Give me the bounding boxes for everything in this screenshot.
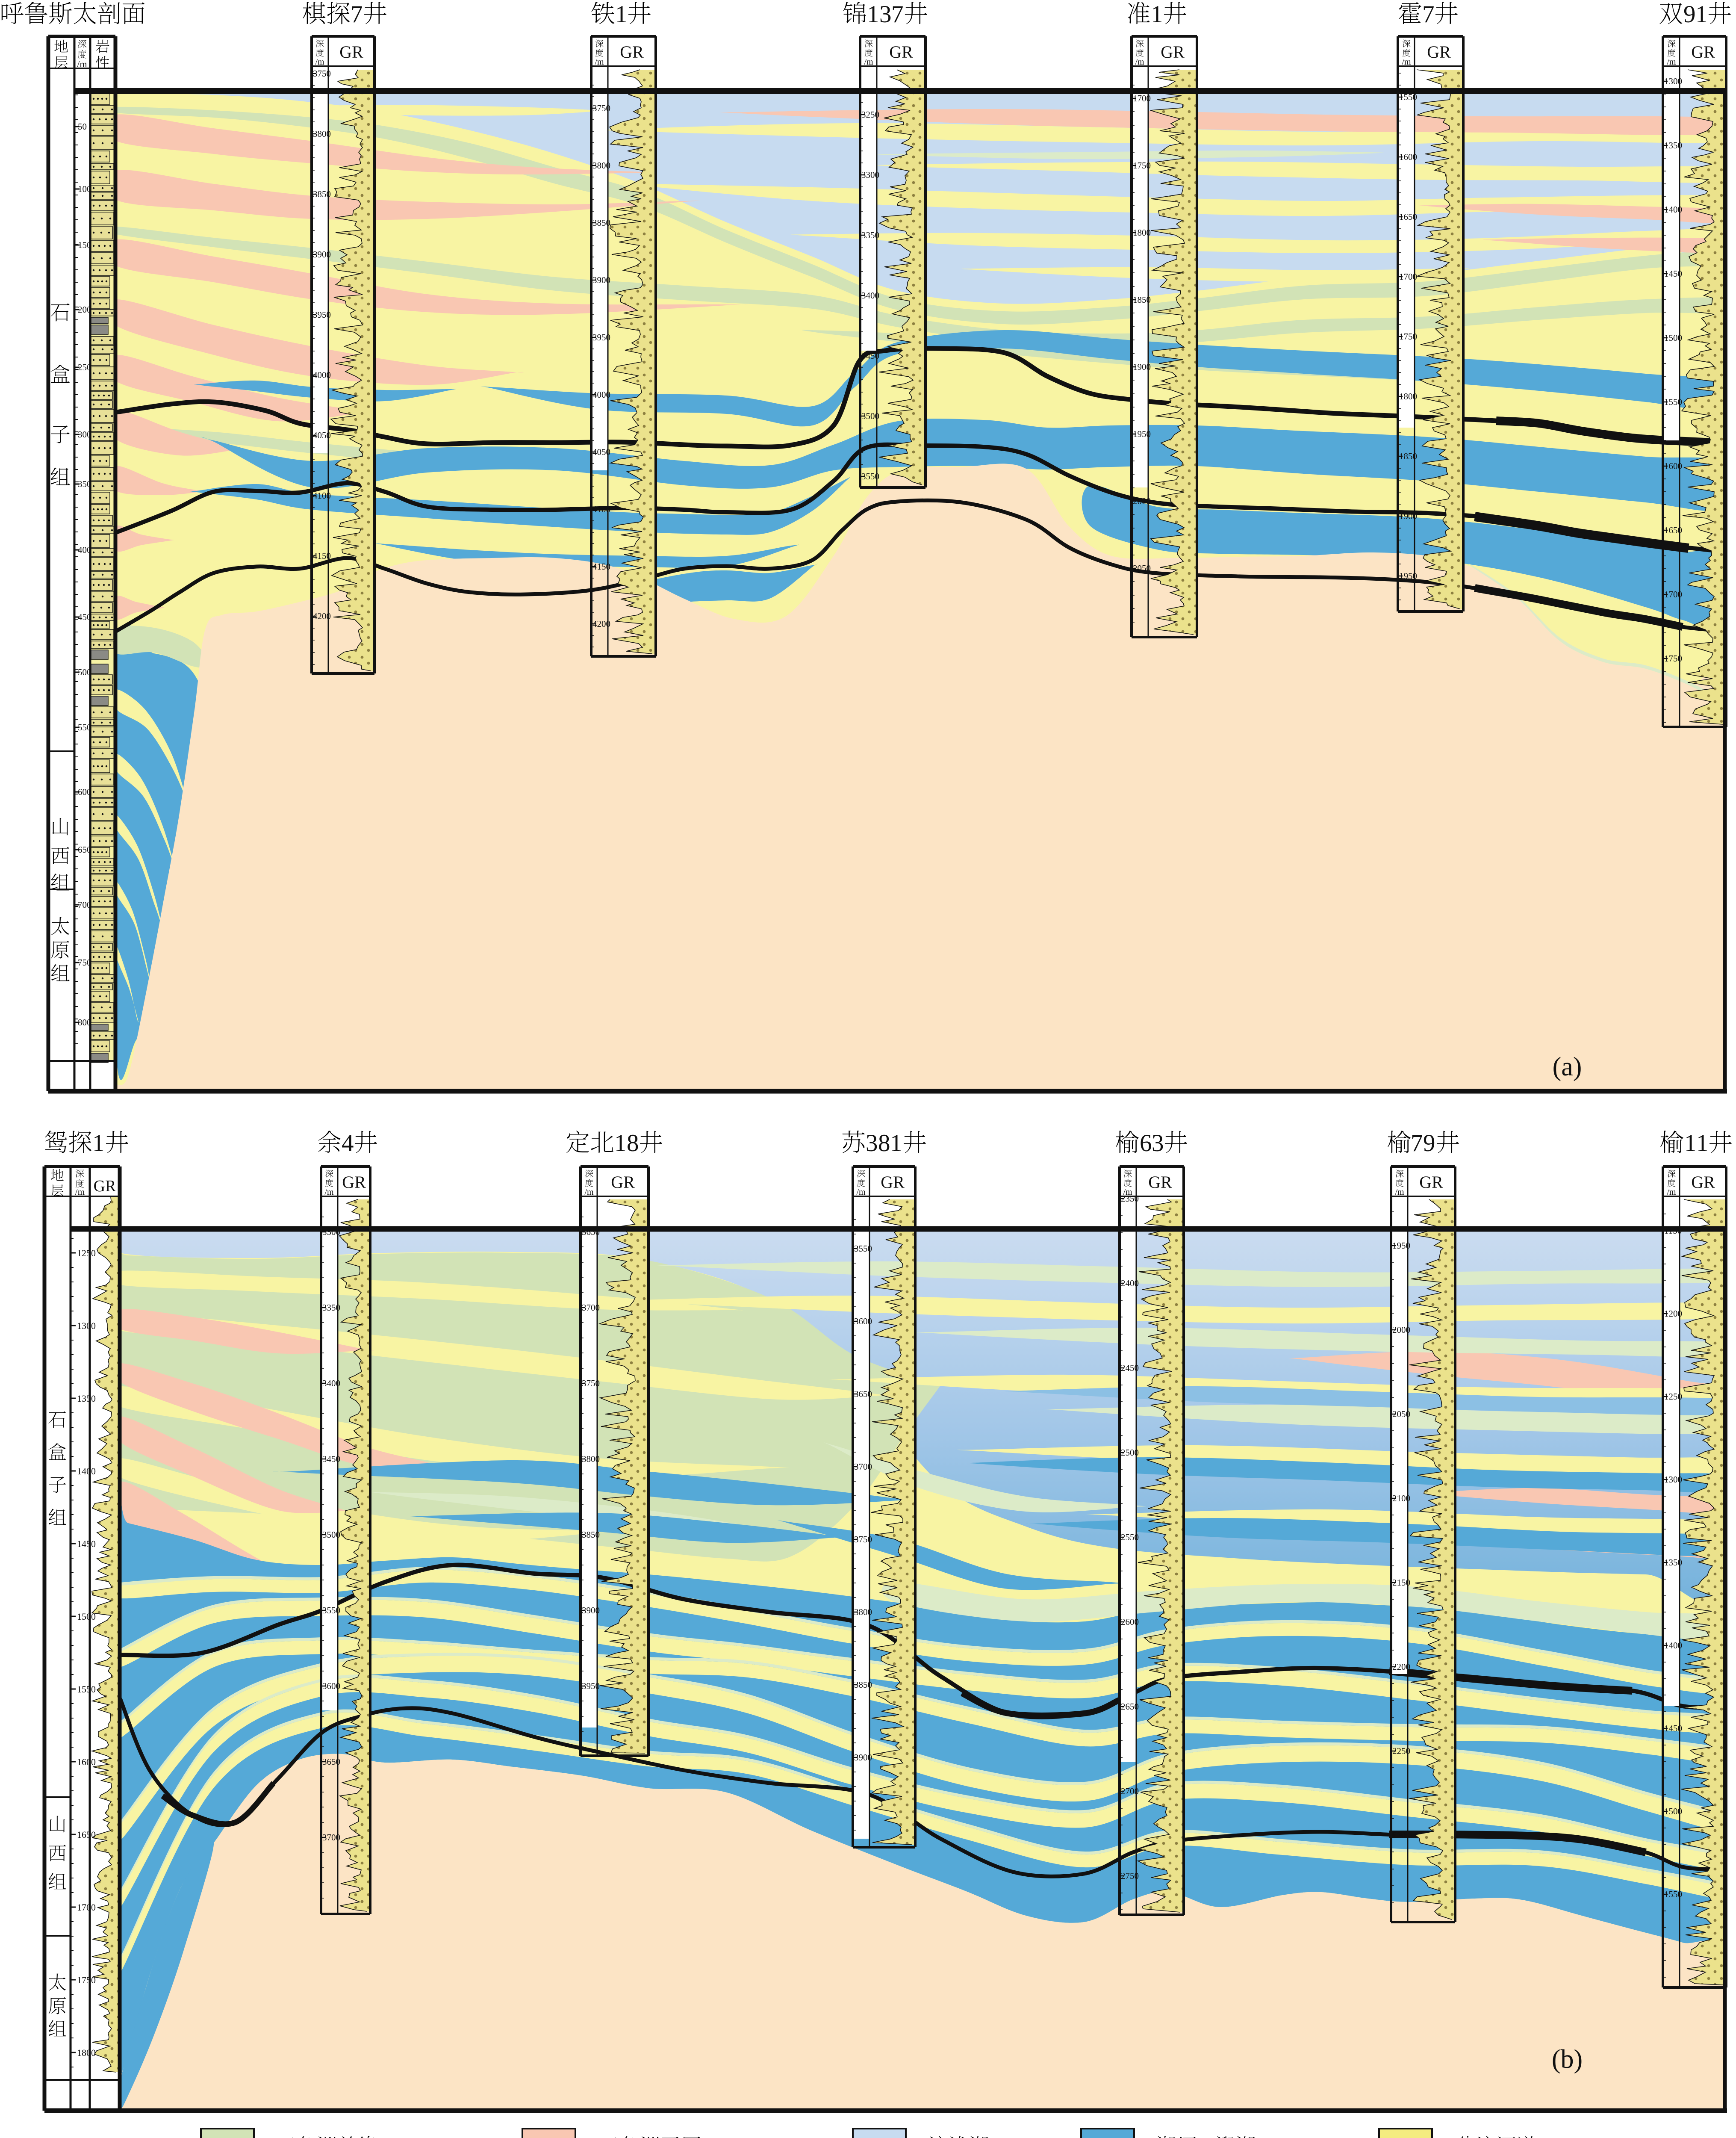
- svg-text:1700: 1700: [77, 1902, 96, 1913]
- svg-text:3: 3: [1152, 1130, 1164, 1157]
- svg-text:GR: GR: [1161, 42, 1185, 62]
- svg-text:50: 50: [78, 121, 87, 132]
- svg-text:1: 1: [867, 1, 879, 28]
- svg-text:GR: GR: [1691, 42, 1715, 62]
- svg-text:1: 1: [1695, 1, 1708, 28]
- svg-text:1: 1: [1151, 1, 1163, 28]
- svg-text:800: 800: [78, 1017, 91, 1028]
- svg-text:/m: /m: [595, 57, 604, 67]
- svg-text:/m: /m: [584, 1187, 594, 1197]
- svg-text:/m: /m: [75, 1187, 85, 1197]
- svg-text:/m: /m: [1667, 57, 1676, 67]
- svg-text:300: 300: [78, 429, 91, 440]
- svg-text:/m: /m: [856, 1187, 866, 1197]
- svg-text:1: 1: [615, 1, 628, 28]
- svg-text:7: 7: [1422, 1, 1435, 28]
- svg-text:7: 7: [891, 1, 904, 28]
- svg-text:500: 500: [78, 667, 91, 677]
- svg-text:GR: GR: [1148, 1172, 1172, 1192]
- svg-text:100: 100: [78, 184, 91, 194]
- svg-text:700: 700: [78, 900, 91, 910]
- svg-text:6: 6: [1140, 1130, 1152, 1157]
- svg-text:1350: 1350: [77, 1393, 96, 1404]
- svg-text:GR: GR: [342, 1172, 366, 1192]
- svg-text:8: 8: [878, 1130, 890, 1157]
- svg-text:1750: 1750: [77, 1975, 96, 1985]
- svg-text:1450: 1450: [77, 1539, 96, 1549]
- svg-text:(b): (b): [1552, 2045, 1583, 2074]
- svg-text:7: 7: [351, 1, 363, 28]
- svg-text:/m: /m: [1123, 1187, 1132, 1197]
- svg-text:400: 400: [78, 545, 91, 555]
- svg-text:600: 600: [78, 787, 91, 797]
- svg-text:9: 9: [1423, 1130, 1435, 1157]
- svg-text:/m: /m: [315, 57, 324, 67]
- svg-text:GR: GR: [1419, 1172, 1443, 1192]
- svg-text:1650: 1650: [77, 1829, 96, 1840]
- svg-text:GR: GR: [889, 42, 913, 62]
- svg-text:9: 9: [1683, 1, 1696, 28]
- svg-text:1: 1: [890, 1130, 902, 1157]
- svg-text:GR: GR: [620, 42, 644, 62]
- svg-text:3: 3: [879, 1, 892, 28]
- svg-text:250: 250: [78, 362, 91, 372]
- svg-text:650: 650: [78, 845, 91, 855]
- svg-text:7: 7: [1411, 1130, 1423, 1157]
- svg-text:750: 750: [78, 957, 91, 968]
- svg-text:1550: 1550: [77, 1684, 96, 1695]
- svg-text:1600: 1600: [77, 1757, 96, 1767]
- svg-text:/m: /m: [1135, 57, 1144, 67]
- svg-text:GR: GR: [881, 1172, 905, 1192]
- svg-text:/m: /m: [77, 59, 87, 69]
- svg-text:150: 150: [78, 240, 91, 250]
- svg-text:8: 8: [627, 1130, 639, 1157]
- svg-text:1300: 1300: [77, 1320, 96, 1331]
- svg-text:GR: GR: [339, 42, 363, 62]
- svg-text:1400: 1400: [77, 1466, 96, 1477]
- svg-text:(a): (a): [1553, 1052, 1582, 1081]
- svg-text:/m: /m: [324, 1187, 334, 1197]
- svg-text:GR: GR: [1691, 1172, 1715, 1192]
- svg-text:1500: 1500: [77, 1611, 96, 1622]
- svg-text:GR: GR: [1427, 42, 1451, 62]
- svg-text:GR: GR: [611, 1172, 635, 1192]
- svg-text:4: 4: [342, 1130, 354, 1157]
- svg-text:1: 1: [92, 1130, 105, 1157]
- svg-text:1: 1: [614, 1130, 627, 1157]
- svg-text:350: 350: [78, 479, 91, 489]
- svg-text:/m: /m: [1395, 1187, 1404, 1197]
- svg-text:450: 450: [78, 612, 91, 622]
- svg-text:1: 1: [1696, 1130, 1709, 1157]
- svg-text:3: 3: [866, 1130, 878, 1157]
- svg-text:550: 550: [78, 722, 91, 732]
- svg-text:GR: GR: [94, 1177, 116, 1195]
- svg-text:1250: 1250: [77, 1248, 96, 1258]
- svg-text:200: 200: [78, 304, 91, 315]
- svg-text:1800: 1800: [77, 2047, 96, 2058]
- svg-text:1: 1: [1684, 1130, 1697, 1157]
- svg-text:/m: /m: [1402, 57, 1411, 67]
- svg-text:/m: /m: [1667, 1187, 1676, 1197]
- svg-text:/m: /m: [864, 57, 873, 67]
